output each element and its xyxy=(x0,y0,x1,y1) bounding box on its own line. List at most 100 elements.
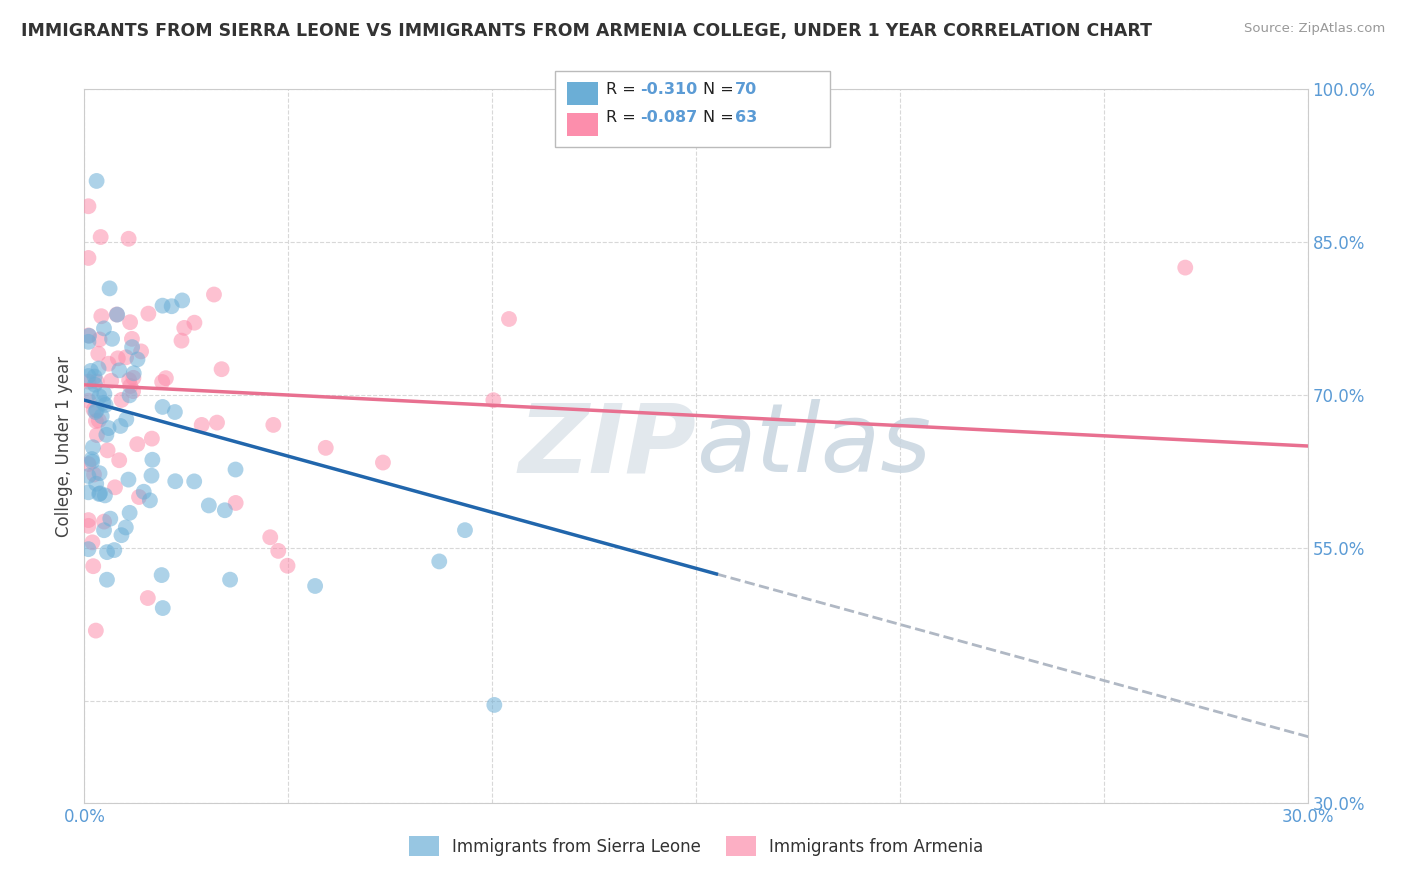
Text: N =: N = xyxy=(703,110,740,125)
Point xyxy=(98,281,121,295)
Point xyxy=(152,400,174,414)
Point xyxy=(120,315,142,329)
Point xyxy=(89,466,111,480)
Point xyxy=(118,373,141,387)
Point xyxy=(211,362,233,376)
Point xyxy=(77,334,100,349)
Point xyxy=(152,601,174,615)
Point xyxy=(82,454,104,468)
Point xyxy=(83,467,105,482)
Point xyxy=(77,513,100,527)
Point xyxy=(83,377,105,392)
Point xyxy=(110,419,132,434)
Point xyxy=(77,485,100,500)
Point xyxy=(110,528,132,542)
Point xyxy=(105,308,128,322)
Point xyxy=(93,321,115,335)
Point xyxy=(101,332,124,346)
Point xyxy=(114,520,136,534)
Point xyxy=(77,328,100,343)
Point xyxy=(141,468,163,483)
Point xyxy=(484,698,506,712)
Point xyxy=(315,441,337,455)
Point xyxy=(77,369,100,384)
Point xyxy=(132,484,155,499)
Point xyxy=(276,558,298,573)
Point xyxy=(138,307,160,321)
Point xyxy=(80,452,103,467)
Point xyxy=(170,334,193,348)
Text: Source: ZipAtlas.com: Source: ZipAtlas.com xyxy=(1244,22,1385,36)
Text: 63: 63 xyxy=(735,110,758,125)
Point xyxy=(87,413,110,427)
Point xyxy=(150,375,173,389)
Point xyxy=(108,453,131,467)
Point xyxy=(117,232,139,246)
Point xyxy=(139,493,162,508)
Text: IMMIGRANTS FROM SIERRA LEONE VS IMMIGRANTS FROM ARMENIA COLLEGE, UNDER 1 YEAR CO: IMMIGRANTS FROM SIERRA LEONE VS IMMIGRAN… xyxy=(21,22,1152,40)
Point xyxy=(183,316,205,330)
Point xyxy=(80,385,103,400)
Text: R =: R = xyxy=(606,110,641,125)
Point xyxy=(82,535,104,549)
Point xyxy=(89,389,111,403)
Point xyxy=(129,344,152,359)
Point xyxy=(84,476,107,491)
Point xyxy=(127,352,149,367)
Point xyxy=(84,405,107,419)
Point xyxy=(86,403,108,417)
Point xyxy=(103,543,125,558)
Point xyxy=(77,542,100,557)
Point xyxy=(165,474,187,488)
Point xyxy=(96,573,118,587)
Point xyxy=(94,488,117,502)
Point xyxy=(93,387,115,401)
Point xyxy=(498,312,520,326)
Point xyxy=(152,299,174,313)
Point xyxy=(90,409,112,424)
Point xyxy=(190,417,212,432)
Point xyxy=(110,392,132,407)
Point xyxy=(89,333,111,347)
Point xyxy=(89,487,111,501)
Point xyxy=(108,363,131,377)
Point xyxy=(97,357,120,371)
Point xyxy=(77,393,100,408)
Point xyxy=(160,299,183,313)
Point xyxy=(121,332,143,346)
Point xyxy=(118,388,141,402)
Text: R =: R = xyxy=(606,82,641,97)
Point xyxy=(150,568,173,582)
Point xyxy=(97,443,120,458)
Point xyxy=(163,405,186,419)
Text: ZIP: ZIP xyxy=(517,400,696,492)
Point xyxy=(82,440,104,454)
Point xyxy=(136,591,159,605)
Point xyxy=(105,308,128,322)
Y-axis label: College, Under 1 year: College, Under 1 year xyxy=(55,355,73,537)
Point xyxy=(77,199,100,213)
Point xyxy=(98,511,121,525)
Point xyxy=(202,287,225,301)
Point xyxy=(259,530,281,544)
Point xyxy=(87,361,110,376)
Point xyxy=(107,351,129,366)
Point xyxy=(122,366,145,380)
Point xyxy=(83,402,105,417)
Point xyxy=(104,480,127,494)
Legend: Immigrants from Sierra Leone, Immigrants from Armenia: Immigrants from Sierra Leone, Immigrants… xyxy=(402,830,990,863)
Point xyxy=(1174,260,1197,275)
Point xyxy=(86,428,108,442)
Point xyxy=(93,515,115,529)
Point xyxy=(90,309,112,323)
Point xyxy=(89,486,111,500)
Point xyxy=(173,321,195,335)
Point xyxy=(77,457,100,471)
Point xyxy=(93,523,115,537)
Point xyxy=(454,523,477,537)
Point xyxy=(94,398,117,412)
Point xyxy=(97,421,120,435)
Point xyxy=(80,364,103,378)
Point xyxy=(198,499,221,513)
Point xyxy=(84,414,107,428)
